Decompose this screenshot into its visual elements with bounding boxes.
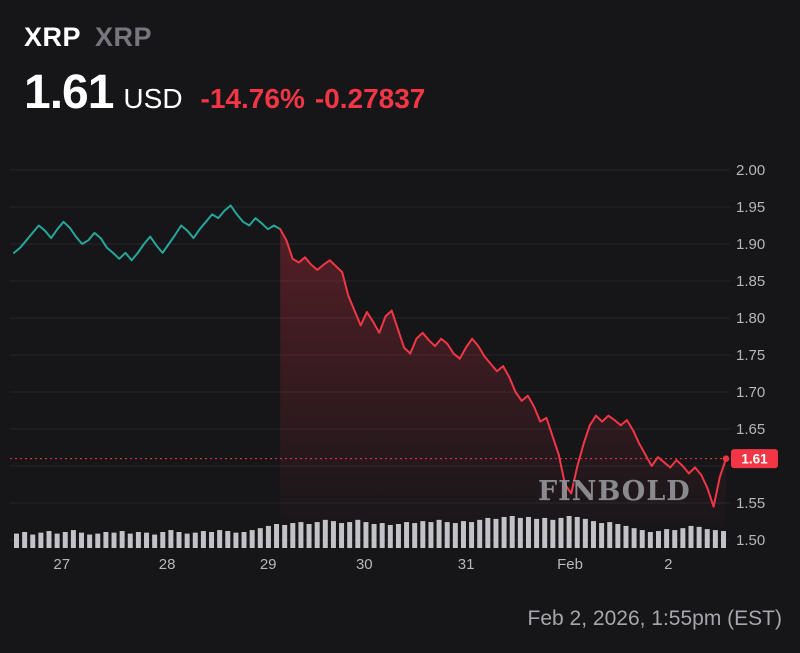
svg-text:2.00: 2.00	[736, 162, 765, 179]
asset-name: XRP	[24, 22, 82, 52]
svg-text:27: 27	[53, 556, 70, 573]
asset-ticker: XRP	[95, 22, 153, 52]
svg-text:Feb: Feb	[557, 556, 583, 573]
svg-text:1.70: 1.70	[736, 384, 765, 401]
price-value: 1.61	[24, 66, 114, 119]
price-row: 1.61 USD -14.76% -0.27837	[24, 65, 425, 120]
price-currency: USD	[123, 83, 183, 114]
svg-text:31: 31	[458, 556, 475, 573]
price-change-percent: -14.76%	[200, 83, 305, 114]
svg-text:1.55: 1.55	[736, 495, 765, 512]
svg-text:1.65: 1.65	[736, 421, 765, 438]
chart-timestamp: Feb 2, 2026, 1:55pm (EST)	[527, 607, 782, 630]
price-chart-svg[interactable]: 1.61 2.00 1.95 1.90 1.85 1.80 1.75 1.70 1.55 1.50…	[0, 150, 800, 590]
svg-text:1.61: 1.61	[741, 452, 768, 467]
svg-text:28: 28	[159, 556, 176, 573]
price-chart[interactable]: 1.61 2.00 1.95 1.90 1.85 1.80 1.75 1.70 1.55 1.50…	[0, 150, 800, 590]
svg-text:1.85: 1.85	[736, 273, 765, 290]
svg-text:30: 30	[356, 556, 373, 573]
symbol-row: XRP XRP	[24, 22, 425, 53]
svg-text:1.95: 1.95	[736, 199, 765, 216]
svg-text:2: 2	[664, 556, 672, 573]
chart-header: XRP XRP 1.61 USD -14.76% -0.27837	[24, 22, 425, 120]
svg-text:1.75: 1.75	[736, 347, 765, 364]
svg-text:1.90: 1.90	[736, 236, 765, 253]
price-change-absolute: -0.27837	[314, 83, 426, 114]
svg-text:1.80: 1.80	[736, 310, 765, 327]
svg-text:1.50: 1.50	[736, 532, 765, 549]
svg-text:29: 29	[260, 556, 277, 573]
